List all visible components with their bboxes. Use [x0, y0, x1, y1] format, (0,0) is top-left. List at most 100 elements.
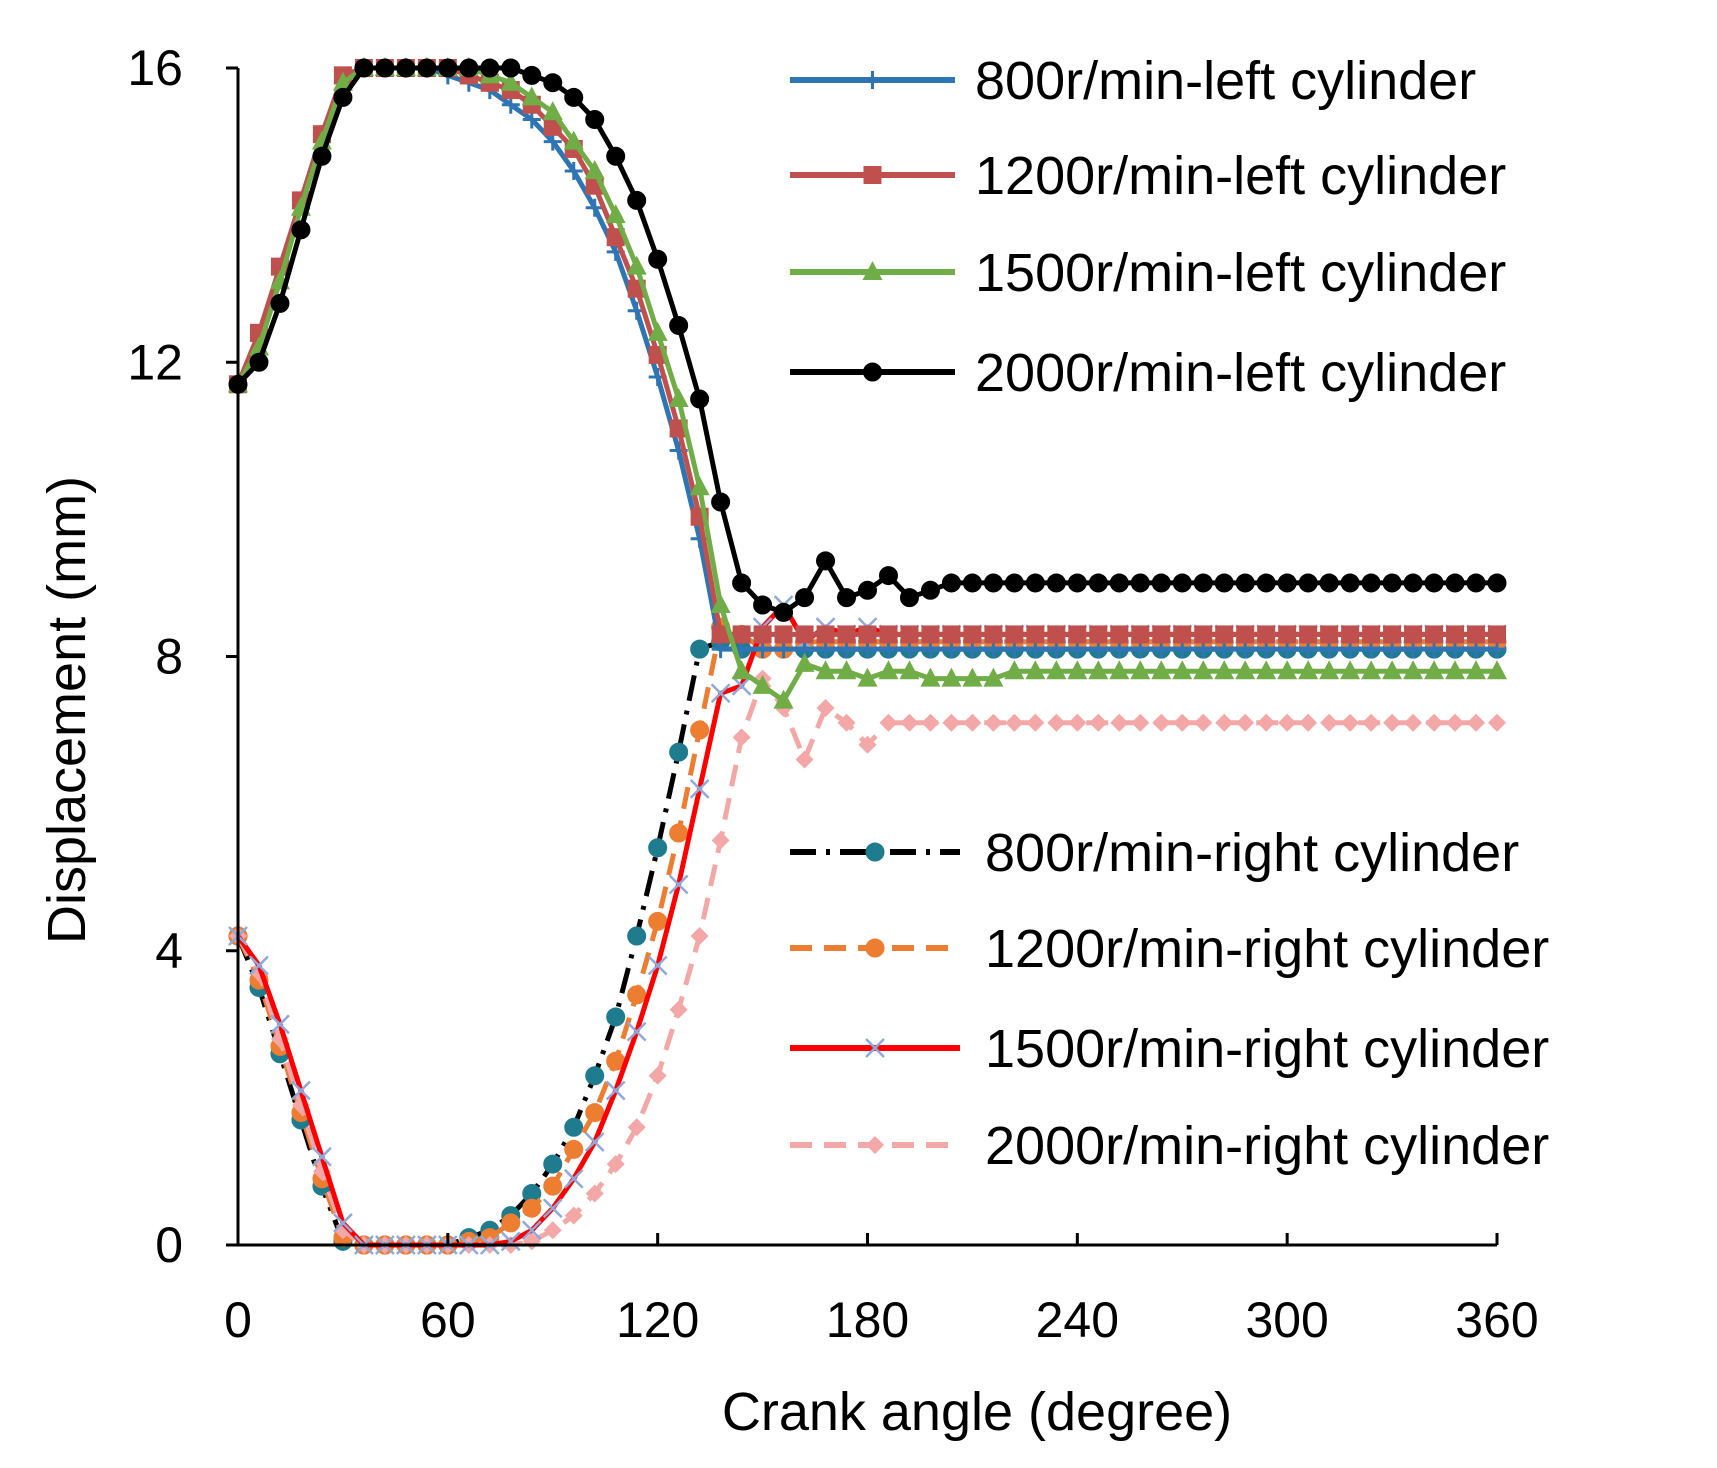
data-point	[1466, 660, 1487, 680]
data-point	[878, 566, 898, 586]
legend-label: 1500r/min-left cylinder	[975, 243, 1506, 303]
legend-marker	[866, 1136, 884, 1154]
data-point	[984, 713, 1003, 732]
data-point	[1425, 625, 1444, 644]
data-point	[585, 1066, 605, 1086]
data-point	[543, 1176, 563, 1196]
data-point	[732, 625, 751, 644]
data-point	[1025, 573, 1045, 593]
data-point	[984, 625, 1003, 644]
data-point	[438, 58, 458, 78]
data-point	[1026, 625, 1045, 644]
data-point	[542, 1198, 563, 1219]
legend-marker	[863, 166, 882, 184]
legend-label: 1200r/min-left cylinder	[975, 146, 1506, 206]
data-point	[690, 720, 710, 740]
data-point	[1425, 713, 1444, 732]
data-point	[668, 874, 689, 895]
data-point	[1025, 660, 1046, 680]
data-point	[606, 1007, 626, 1027]
data-point	[1278, 625, 1297, 644]
data-point	[564, 1139, 584, 1159]
data-point	[1467, 625, 1486, 644]
data-point	[1047, 625, 1066, 644]
data-point	[647, 321, 668, 341]
data-point	[1257, 713, 1276, 732]
data-point	[815, 660, 836, 680]
data-point	[900, 713, 919, 732]
x-tick-label: 0	[224, 1292, 252, 1348]
data-point	[941, 573, 961, 593]
data-point	[1193, 573, 1213, 593]
data-point	[921, 625, 940, 644]
data-point	[585, 1184, 604, 1203]
data-point	[963, 625, 982, 644]
data-point	[753, 595, 773, 615]
data-point	[1109, 660, 1130, 680]
data-point	[1151, 573, 1171, 593]
data-point	[731, 660, 752, 680]
data-point	[816, 625, 835, 644]
data-point	[1236, 625, 1255, 644]
legend: 800r/min-left cylinder 1200r/min-left cyl…	[790, 51, 1549, 1176]
data-point	[1068, 625, 1087, 644]
data-point	[774, 625, 793, 644]
data-point	[1110, 625, 1129, 644]
legend-marker	[865, 842, 885, 862]
data-point	[816, 551, 836, 571]
data-point	[543, 73, 563, 93]
x-tick-label: 360	[1455, 1292, 1538, 1348]
data-point	[1319, 573, 1339, 593]
data-point	[1005, 625, 1024, 644]
x-axis-title: Crank angle (degree)	[722, 1382, 1232, 1442]
data-point	[542, 101, 563, 121]
data-point	[626, 1021, 647, 1042]
data-point	[858, 735, 877, 754]
y-tick-label: 4	[155, 923, 183, 979]
data-point	[584, 159, 605, 179]
data-point	[312, 146, 332, 166]
data-point	[878, 660, 899, 680]
data-point	[354, 58, 374, 78]
data-point	[480, 58, 500, 78]
data-point	[1004, 660, 1025, 680]
data-point	[1403, 660, 1424, 680]
x-tick-label: 60	[420, 1292, 476, 1348]
data-point	[711, 625, 730, 644]
data-point	[753, 625, 772, 644]
data-point	[1215, 625, 1234, 644]
data-point	[732, 573, 752, 593]
data-point	[249, 352, 269, 372]
data-point	[1361, 573, 1381, 593]
data-point	[690, 927, 709, 946]
legend-label: 800r/min-left cylinder	[975, 51, 1476, 111]
data-point	[1173, 713, 1192, 732]
data-point	[500, 71, 521, 91]
data-point	[1319, 660, 1340, 680]
data-point	[1488, 625, 1506, 644]
data-point	[669, 742, 689, 762]
data-point	[291, 1080, 311, 1101]
data-point	[543, 1221, 562, 1240]
data-point	[732, 728, 751, 747]
data-point	[794, 652, 815, 672]
data-point	[710, 683, 731, 704]
data-point	[711, 831, 730, 850]
data-point	[1151, 660, 1172, 680]
data-point	[1362, 625, 1381, 644]
legend-marker	[863, 71, 882, 89]
legend-marker	[862, 261, 883, 280]
data-point	[1067, 573, 1087, 593]
legend-marker	[865, 1038, 885, 1058]
data-point	[836, 660, 857, 680]
data-point	[1256, 573, 1276, 593]
data-point	[668, 388, 689, 408]
data-point	[752, 674, 773, 694]
data-point	[1382, 660, 1403, 680]
data-point	[522, 1198, 542, 1218]
data-point	[564, 87, 584, 107]
data-point	[1382, 573, 1402, 593]
data-point	[564, 1117, 584, 1137]
legend-item: 1500r/min-left cylinder	[790, 243, 1506, 303]
data-point	[1215, 713, 1234, 732]
